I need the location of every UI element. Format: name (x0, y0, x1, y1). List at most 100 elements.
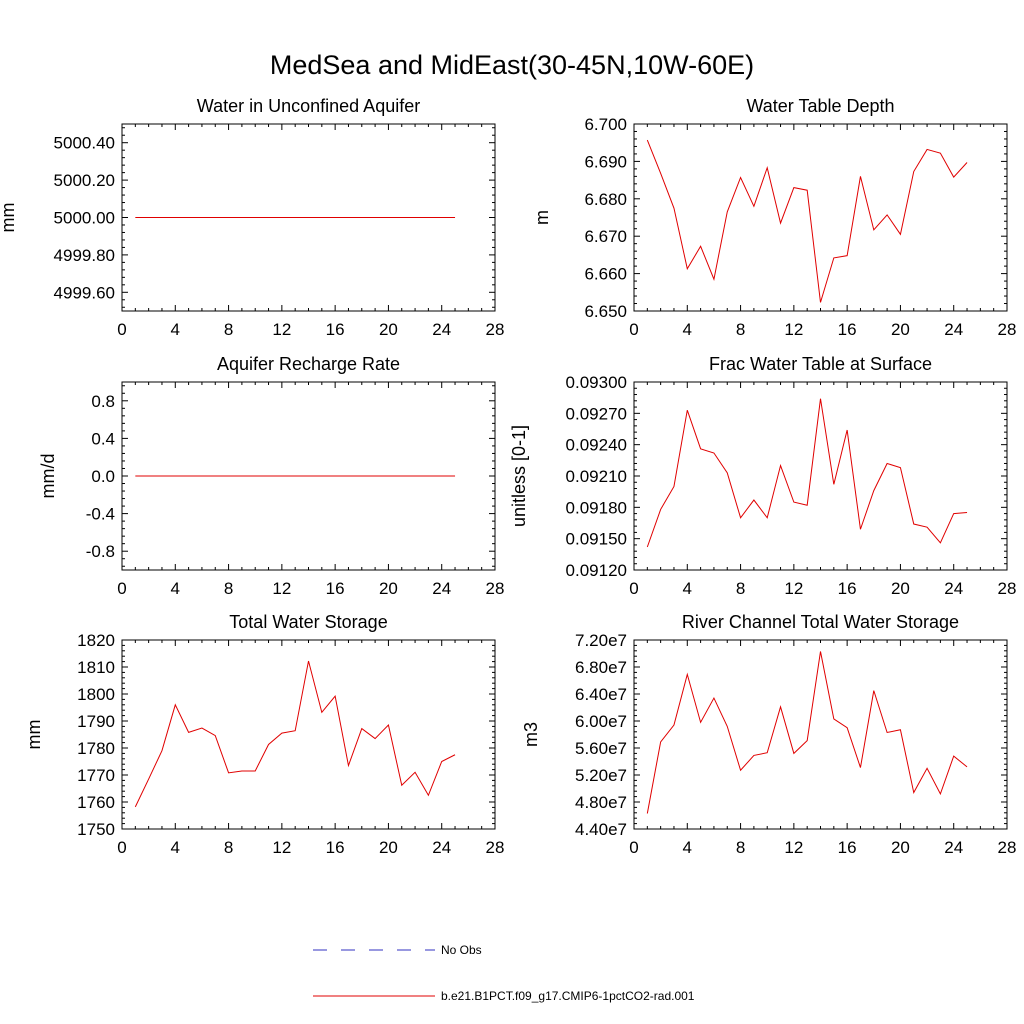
x-tick-label: 16 (326, 320, 345, 339)
x-tick-label: 12 (272, 838, 291, 857)
panel-4: Frac Water Table at Surface 0 4 8 12 16 20 24 28… (509, 354, 1016, 598)
y-tick-label: 0.0 (91, 467, 115, 486)
panel-title: Aquifer Recharge Rate (217, 354, 400, 374)
x-tick-label: 4 (171, 320, 180, 339)
y-tick-label: 0.8 (91, 392, 115, 411)
x-tick-label: 28 (486, 320, 505, 339)
y-tick-label: 0.4 (91, 429, 115, 448)
y-tick-label: 0.09180 (566, 498, 627, 517)
panel-3: Aquifer Recharge Rate 0 4 8 12 16 20 24 28 -0.8 -0… (38, 354, 504, 598)
y-tick-label: 0.09210 (566, 467, 627, 486)
series-line (646, 398, 968, 548)
x-tick-label: 16 (326, 579, 345, 598)
x-tick-label: 28 (486, 579, 505, 598)
y-tick-label: 6.660 (584, 265, 627, 284)
x-tick-label: 0 (117, 320, 126, 339)
x-tick-label: 24 (432, 579, 451, 598)
x-tick-label: 8 (224, 838, 233, 857)
y-tick-label: 6.650 (584, 302, 627, 321)
legend: No Obs b.e21.B1PCT.f09_g17.CMIP6-1pctCO2… (313, 943, 695, 1003)
series-line (646, 651, 968, 814)
x-tick-label: 12 (784, 579, 803, 598)
x-tick-label: 4 (171, 838, 180, 857)
y-tick-label: 5.60e7 (575, 739, 627, 758)
x-tick-label: 28 (998, 579, 1017, 598)
series-line (646, 139, 968, 303)
y-tick-label: 0.09240 (566, 436, 627, 455)
y-tick-label: 4999.60 (54, 283, 115, 302)
y-tick-label: 1820 (77, 631, 115, 650)
y-tick-label: 5000.40 (54, 134, 115, 153)
x-tick-label: 20 (379, 579, 398, 598)
x-tick-label: 0 (629, 320, 638, 339)
x-tick-label: 0 (117, 838, 126, 857)
y-tick-label: 6.40e7 (575, 685, 627, 704)
x-tick-label: 4 (683, 579, 692, 598)
panel-6: River Channel Total Water Storage 0 4 8 12 16… (521, 612, 1016, 857)
y-tick-label: 4.80e7 (575, 793, 627, 812)
panel-title: River Channel Total Water Storage (682, 612, 959, 632)
y-axis-label: mm (0, 203, 18, 233)
x-tick-label: 8 (224, 579, 233, 598)
x-tick-label: 8 (736, 838, 745, 857)
y-tick-label: 4.40e7 (575, 820, 627, 839)
figure-title: MedSea and MidEast(30-45N,10W-60E) (270, 50, 754, 80)
x-tick-label: 24 (944, 320, 963, 339)
x-tick-label: 16 (838, 579, 857, 598)
y-tick-label: 5.20e7 (575, 766, 627, 785)
y-tick-label: 5000.20 (54, 171, 115, 190)
x-tick-label: 20 (891, 320, 910, 339)
x-tick-label: 28 (486, 838, 505, 857)
y-tick-label: 6.00e7 (575, 712, 627, 731)
y-tick-label: 1780 (77, 739, 115, 758)
x-tick-label: 0 (117, 579, 126, 598)
y-tick-label: 0.09270 (566, 404, 627, 423)
x-tick-label: 28 (998, 838, 1017, 857)
x-tick-label: 16 (838, 320, 857, 339)
x-tick-label: 24 (944, 838, 963, 857)
x-tick-label: 8 (736, 320, 745, 339)
y-tick-label: 6.690 (584, 152, 627, 171)
y-axis-label: unitless [0-1] (509, 425, 529, 527)
y-tick-label: 5000.00 (54, 209, 115, 228)
panel-1: Water in Unconfined Aquifer 0 4 8 12 16 20 24 28… (0, 96, 504, 339)
y-tick-label: 4999.80 (54, 246, 115, 265)
x-tick-label: 0 (629, 838, 638, 857)
y-tick-label: 1770 (77, 766, 115, 785)
y-axis-label: mm (24, 720, 44, 750)
y-tick-label: 0.09120 (566, 561, 627, 580)
legend-label-no-obs: No Obs (441, 943, 482, 957)
y-tick-label: 1800 (77, 685, 115, 704)
x-tick-label: 12 (272, 320, 291, 339)
series-line (134, 660, 456, 808)
x-tick-label: 24 (432, 838, 451, 857)
x-tick-label: 24 (944, 579, 963, 598)
x-tick-label: 24 (432, 320, 451, 339)
y-tick-label: 6.680 (584, 190, 627, 209)
y-tick-label: 7.20e7 (575, 631, 627, 650)
x-tick-label: 28 (998, 320, 1017, 339)
y-tick-label: 6.80e7 (575, 658, 627, 677)
y-tick-label: 6.700 (584, 115, 627, 134)
x-tick-label: 20 (891, 579, 910, 598)
panel-title: Frac Water Table at Surface (709, 354, 932, 374)
x-tick-label: 12 (272, 579, 291, 598)
legend-label-model: b.e21.B1PCT.f09_g17.CMIP6-1pctCO2-rad.00… (441, 989, 695, 1003)
panels-group: Water in Unconfined Aquifer 0 4 8 12 16 20 24 28… (0, 96, 1016, 857)
x-tick-label: 12 (784, 838, 803, 857)
y-tick-label: 0.09150 (566, 530, 627, 549)
y-tick-label: 6.670 (584, 227, 627, 246)
panel-2: Water Table Depth 0 4 8 12 16 20 24 28 6.650 6.660… (532, 96, 1016, 339)
x-tick-label: 20 (379, 838, 398, 857)
y-tick-label: -0.8 (86, 542, 115, 561)
y-tick-label: 1750 (77, 820, 115, 839)
x-tick-label: 16 (326, 838, 345, 857)
y-tick-label: 0.09300 (566, 373, 627, 392)
x-tick-label: 20 (379, 320, 398, 339)
panel-title: Water in Unconfined Aquifer (197, 96, 420, 116)
y-axis-label: m (532, 210, 552, 225)
x-tick-label: 20 (891, 838, 910, 857)
y-tick-label: 1810 (77, 658, 115, 677)
